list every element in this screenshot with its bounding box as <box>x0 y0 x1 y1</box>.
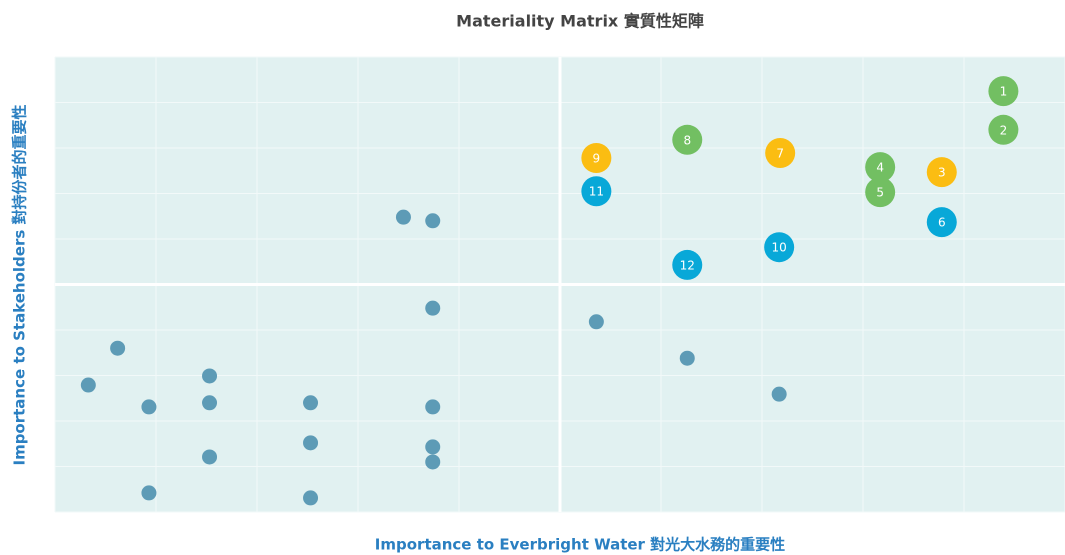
point-label: 2 <box>1000 123 1008 137</box>
point <box>581 176 612 207</box>
point <box>395 209 411 225</box>
point <box>865 177 896 208</box>
point-label: 6 <box>938 216 946 230</box>
point <box>926 157 957 188</box>
point <box>303 395 319 411</box>
point <box>425 439 441 455</box>
y-axis-label: Importance to Stakeholders 對持份者的重要性 <box>11 104 29 465</box>
point <box>588 314 604 330</box>
point <box>988 114 1019 145</box>
point-label: 12 <box>680 258 695 272</box>
point <box>80 377 96 393</box>
point <box>425 213 441 229</box>
chart-title: Materiality Matrix 實質性矩陣 <box>456 12 704 31</box>
point <box>110 340 126 356</box>
point-label: 3 <box>938 166 946 180</box>
point <box>926 207 957 238</box>
point-label: 8 <box>683 133 691 147</box>
point <box>202 449 218 465</box>
point <box>303 490 319 506</box>
point <box>202 395 218 411</box>
point <box>988 76 1019 107</box>
point-label: 5 <box>876 186 884 200</box>
point <box>425 454 441 470</box>
point <box>672 249 703 280</box>
point <box>141 399 157 415</box>
x-axis-label: Importance to Everbright Water 對光大水務的重要性 <box>375 536 785 554</box>
point <box>679 350 695 366</box>
point <box>764 232 795 263</box>
point-label: 7 <box>776 147 784 161</box>
point <box>865 152 896 183</box>
point <box>303 435 319 451</box>
point <box>771 386 787 402</box>
point <box>581 143 612 174</box>
point <box>765 138 796 169</box>
point <box>202 368 218 384</box>
point <box>141 485 157 501</box>
point <box>425 300 441 316</box>
point <box>672 124 703 155</box>
point-label: 10 <box>772 241 787 255</box>
point-label: 9 <box>593 152 601 166</box>
point <box>425 399 441 415</box>
point-label: 1 <box>1000 85 1008 99</box>
point-label: 11 <box>589 185 604 199</box>
point-label: 4 <box>876 161 884 175</box>
